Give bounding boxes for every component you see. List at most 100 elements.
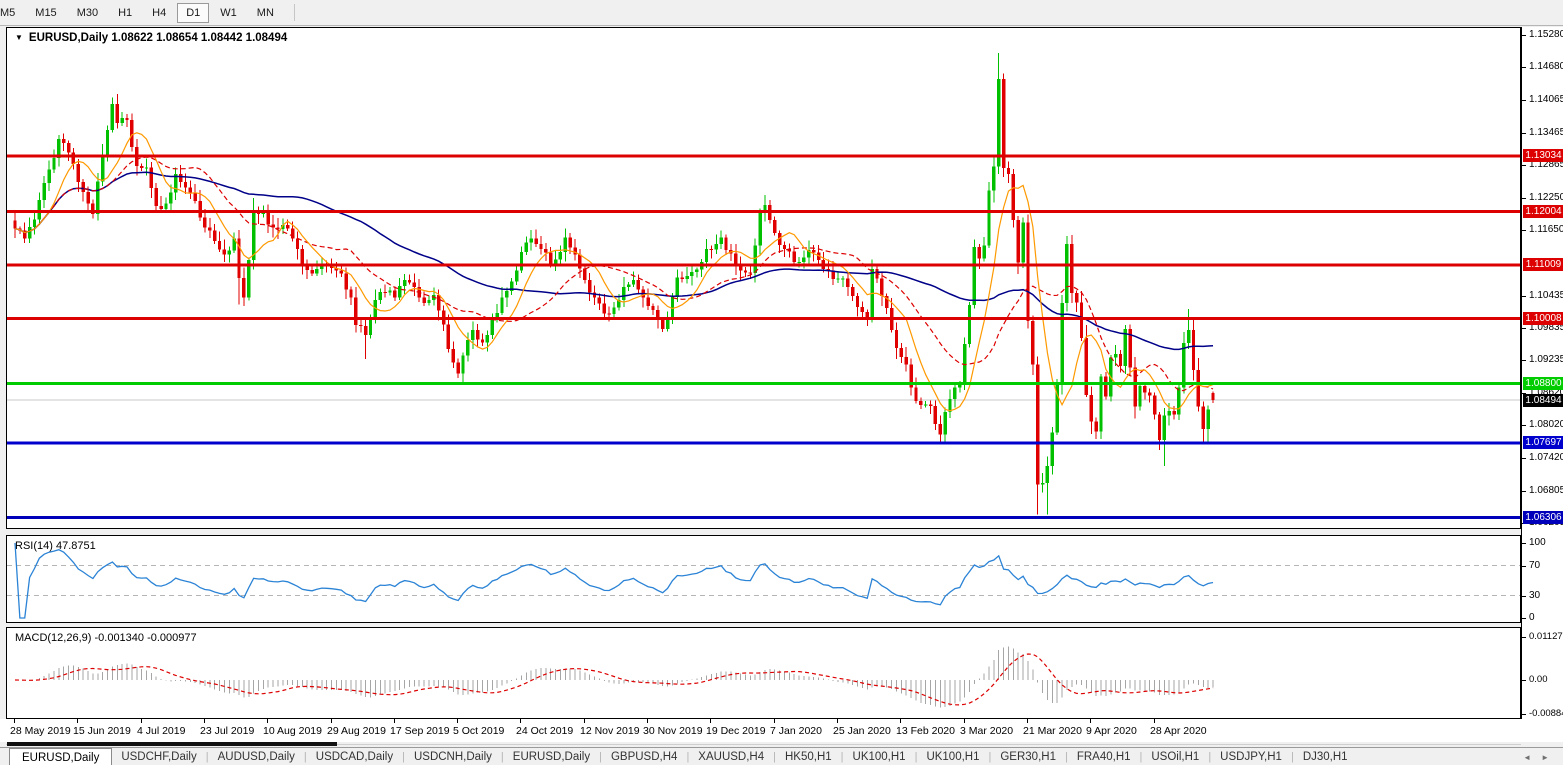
tab-dj30-h1[interactable]: DJ30,H1 <box>1302 751 1348 763</box>
tab-usdchf-daily[interactable]: USDCHF,Daily <box>121 751 197 763</box>
chart-title-ohlc: 1.08622 1.08654 1.08442 1.08494 <box>111 32 288 44</box>
timeframe-button-h4[interactable]: H4 <box>152 6 167 19</box>
scrollbar-track[interactable] <box>6 744 1521 745</box>
toolbar-separator <box>293 4 295 21</box>
macd-tick <box>1522 680 1526 681</box>
price-tick-label: 1.14065 <box>1529 94 1563 105</box>
tab-eurusd-daily[interactable]: EURUSD,Daily <box>9 748 113 765</box>
chart-tabs: EURUSD,Daily USDCHF,Daily | AUDUSD,Daily | US… <box>0 747 1563 765</box>
price-tick-label: 1.09835 <box>1529 322 1563 333</box>
date-label: 7 Jan 2020 <box>770 725 822 737</box>
rsi-tick-label: 70 <box>1529 560 1541 571</box>
tabs-scroll-right-icon[interactable]: ► <box>1541 752 1549 762</box>
tab-usoil-h1[interactable]: USOil,H1 <box>1151 751 1200 763</box>
date-label: 12 Nov 2019 <box>580 725 640 737</box>
timeframe-button-h1[interactable]: H1 <box>118 6 133 19</box>
tab-usdjpy-h1[interactable]: USDJPY,H1 <box>1220 751 1282 763</box>
timeframe-button-w1[interactable]: W1 <box>220 6 237 19</box>
date-label: 28 May 2019 <box>10 725 71 737</box>
date-label: 5 Oct 2019 <box>453 725 505 737</box>
tab-usdcad-daily[interactable]: USDCAD,Daily <box>315 751 394 763</box>
macd-indicator-pane[interactable]: MACD(12,26,9) -0.001340 -0.000977 <box>6 627 1521 719</box>
level-price-label: 1.08800 <box>1523 377 1563 390</box>
price-tick <box>1522 328 1526 329</box>
level-price-label: 1.13034 <box>1523 149 1563 162</box>
date-tick <box>837 719 838 723</box>
rsi-value: 47.8751 <box>55 540 96 552</box>
level-price-label: 1.11009 <box>1523 258 1563 271</box>
date-tick <box>1154 719 1155 723</box>
scrollbar-thumb[interactable] <box>7 742 337 746</box>
macd-tick <box>1522 714 1526 715</box>
macd-tick-label: 0.00 <box>1529 674 1548 685</box>
date-tick <box>394 719 395 723</box>
timeframe-button-mn[interactable]: MN <box>256 6 274 19</box>
macd-values: -0.001340 -0.000977 <box>94 632 197 644</box>
date-tick <box>77 719 78 723</box>
chart-scrollbar <box>0 742 1563 747</box>
date-tick <box>520 719 521 723</box>
tab-separator: | <box>773 751 776 763</box>
date-label: 19 Dec 2019 <box>706 725 766 737</box>
tabs-scroll-left-icon[interactable]: ◄ <box>1523 752 1532 762</box>
tab-eurusd-daily[interactable]: EURUSD,Daily <box>512 751 591 763</box>
rsi-indicator-pane[interactable]: RSI(14) 47.8751 <box>6 535 1521 623</box>
tab-uk100-h1[interactable]: UK100,H1 <box>926 751 980 763</box>
price-tick <box>1522 491 1526 492</box>
timeframe-buttons: M5 M15 M30 H1 H4 D1 W1 MN <box>0 0 295 25</box>
price-tick-label: 1.09235 <box>1529 354 1563 365</box>
tab-ger30-h1[interactable]: GER30,H1 <box>1000 751 1056 763</box>
rsi-tick-label: 100 <box>1529 537 1546 548</box>
price-chart-pane[interactable]: ▼ EURUSD,Daily 1.08622 1.08654 1.08442 1.… <box>6 27 1521 529</box>
tab-uk100-h1[interactable]: UK100,H1 <box>852 751 906 763</box>
level-price-label: 1.06306 <box>1523 511 1563 524</box>
price-tick-label: 1.11650 <box>1529 224 1563 235</box>
tab-hk50-h1[interactable]: HK50,H1 <box>784 751 832 763</box>
tab-separator: | <box>205 751 209 763</box>
chart-title: ▼ EURUSD,Daily 1.08622 1.08654 1.08442 1.… <box>15 32 287 44</box>
date-label: 21 Mar 2020 <box>1023 725 1082 737</box>
price-tick <box>1522 165 1526 166</box>
tab-separator: | <box>1139 751 1143 763</box>
price-tick <box>1522 230 1526 231</box>
price-tick-label: 1.08620 <box>1529 387 1563 398</box>
chart-title-symbol: EURUSD,Daily <box>28 32 109 44</box>
date-label: 17 Sep 2019 <box>390 725 450 737</box>
tab-fra40-h1[interactable]: FRA40,H1 <box>1076 751 1131 763</box>
price-tick-label: 1.12865 <box>1529 159 1563 170</box>
rsi-tick <box>1522 543 1526 544</box>
current-price-label: 1.08494 <box>1523 394 1563 407</box>
macd-label: MACD(12,26,9) -0.001340 -0.000977 <box>15 632 197 644</box>
price-axis[interactable]: 1.15280 1.14680 1.14065 1.13465 1.12865 1.122… <box>1521 27 1563 719</box>
price-tick <box>1522 360 1526 361</box>
tab-separator: | <box>840 751 844 763</box>
date-tick <box>1027 719 1028 723</box>
date-label: 10 Aug 2019 <box>263 725 322 737</box>
date-tick <box>1090 719 1091 723</box>
tab-xauusd-h4[interactable]: XAUUSD,H4 <box>698 751 765 763</box>
tab-usdcnh-daily[interactable]: USDCNH,Daily <box>413 751 492 763</box>
tab-audusd-daily[interactable]: AUDUSD,Daily <box>217 751 295 763</box>
tab-separator: | <box>988 751 992 763</box>
date-label: 29 Aug 2019 <box>327 725 386 737</box>
timeframe-button-m15[interactable]: M15 <box>35 6 57 19</box>
tab-separator: | <box>1290 751 1294 763</box>
timeframe-button-m5[interactable]: M5 <box>0 6 16 19</box>
time-axis[interactable]: 28 May 2019 15 Jun 2019 4 Jul 2019 23 Jul 2… <box>0 719 1563 742</box>
rsi-label: RSI(14) 47.8751 <box>15 540 96 552</box>
chart-dropdown-icon[interactable]: ▼ <box>15 33 23 42</box>
rsi-tick-label: 30 <box>1529 590 1541 601</box>
timeframe-button-d1[interactable]: D1 <box>177 2 210 23</box>
macd-tick-label: 0.011277 <box>1529 631 1563 642</box>
tab-separator: | <box>599 751 602 763</box>
date-label: 4 Jul 2019 <box>137 725 186 737</box>
tab-gbpusd-h4[interactable]: GBPUSD,H4 <box>610 751 678 763</box>
timeframe-button-m30[interactable]: M30 <box>76 6 99 19</box>
date-tick <box>774 719 775 723</box>
date-tick <box>204 719 205 723</box>
price-tick-label: 1.08020 <box>1529 419 1563 430</box>
price-tick <box>1522 458 1526 459</box>
tab-separator: | <box>402 751 405 763</box>
price-tick-label: 1.06805 <box>1529 485 1563 496</box>
